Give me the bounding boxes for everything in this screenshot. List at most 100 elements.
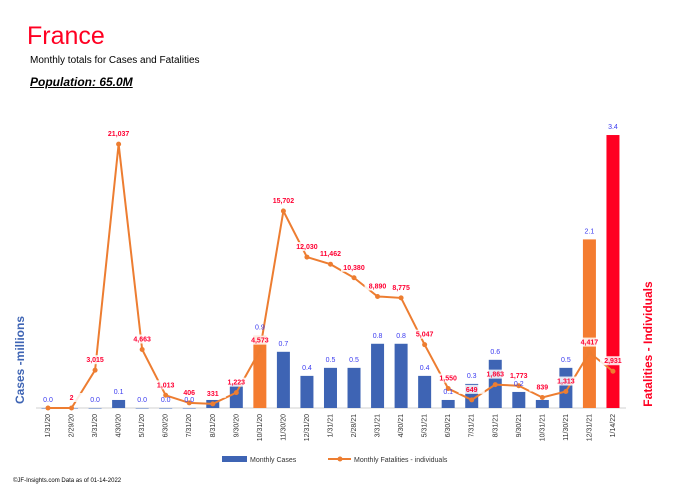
x-tick-label: 7/31/20 — [186, 414, 193, 437]
fatalities-label-bg — [529, 382, 556, 392]
fatalities-point — [280, 208, 286, 214]
right-axis-title: Fatalities - Individuals — [641, 281, 655, 407]
cases-bar — [135, 408, 149, 409]
fatalities-point — [492, 382, 498, 388]
cases-bar — [535, 399, 549, 408]
fatalities-data-label: 649 — [466, 387, 478, 394]
cases-data-label: 0.4 — [420, 365, 430, 372]
fatalities-data-label: 11,462 — [320, 251, 341, 258]
fatalities-label-bg — [388, 282, 415, 292]
x-tick-label: 9/30/21 — [516, 414, 523, 437]
legend-fatalities-label: Monthly Fatalities - individuals — [354, 457, 448, 464]
cases-data-label: 0.8 — [396, 333, 406, 340]
fatalities-label-bg — [105, 129, 132, 139]
fatalities-point — [327, 261, 333, 267]
x-tick-label: 6/30/21 — [445, 414, 452, 437]
x-tick-label: 9/30/20 — [233, 414, 240, 437]
fatalities-data-label: 1,773 — [510, 373, 528, 380]
x-tick-label: 2/29/20 — [69, 414, 76, 437]
cases-data-label: 0.7 — [279, 341, 289, 348]
cases-data-label: 0.0 — [184, 397, 194, 404]
cases-data-label: 0.4 — [302, 365, 312, 372]
cases-bar — [441, 399, 455, 408]
cases-bar — [276, 351, 290, 408]
cases-data-label: 0.1 — [114, 389, 124, 396]
legend-cases-label: Monthly Cases — [250, 457, 297, 464]
fatalities-data-label: 3,015 — [86, 357, 104, 364]
fatalities-label-bg — [482, 369, 509, 379]
fatalities-label-bg — [552, 376, 579, 386]
x-tick-label: 4/30/21 — [398, 414, 405, 437]
legend-fatalities-marker — [337, 456, 343, 462]
fatalities-point — [586, 350, 592, 356]
fatalities-label-bg — [58, 392, 85, 402]
cases-bar — [347, 367, 361, 408]
fatalities-data-label: 406 — [183, 390, 195, 397]
fatalities-label-bg — [458, 384, 485, 394]
fatalities-point — [163, 392, 169, 398]
left-axis-title: Cases -millions — [13, 316, 27, 404]
cases-data-label: 0.9 — [255, 325, 265, 332]
cases-bar — [512, 391, 526, 408]
fatalities-data-label: 12,030 — [296, 244, 318, 251]
fatalities-data-label: 2 — [70, 395, 74, 402]
fatalities-label-bg — [317, 249, 344, 259]
fatalities-label-bg — [341, 262, 368, 272]
fatalities-point — [45, 405, 51, 411]
fatalities-point — [398, 295, 404, 301]
cases-data-label: 0.0 — [43, 397, 53, 404]
cases-bar — [323, 367, 337, 408]
fatalities-data-label: 1,223 — [228, 380, 246, 387]
fatalities-data-label: 331 — [207, 391, 219, 398]
fatalities-data-label: 5,047 — [416, 332, 434, 339]
fatalities-point — [304, 254, 310, 260]
fatalities-data-label: 1,863 — [486, 372, 504, 379]
fatalities-point — [186, 400, 192, 406]
fatalities-label-bg — [270, 196, 297, 206]
fatalities-point — [563, 389, 569, 395]
cases-data-label: 3.4 — [608, 124, 618, 131]
fatalities-label-bg — [199, 388, 226, 398]
fatalities-label-bg — [152, 380, 179, 390]
x-tick-label: 3/31/20 — [92, 414, 99, 437]
fatalities-point — [351, 275, 357, 281]
cases-bar — [394, 343, 408, 408]
cases-data-label: 0.5 — [326, 357, 336, 364]
cases-data-label: 0.0 — [90, 397, 100, 404]
cases-bar — [300, 375, 314, 408]
fatalities-label-bg — [435, 373, 462, 383]
fatalities-label-bg — [364, 281, 391, 291]
fatalities-label-bg — [223, 377, 250, 387]
fatalities-label-bg — [82, 355, 109, 365]
fatalities-data-label: 1,550 — [439, 376, 457, 383]
fatalities-point — [139, 347, 145, 353]
x-tick-label: 11/30/21 — [563, 414, 570, 441]
x-tick-label: 5/31/20 — [139, 414, 146, 437]
cases-bar — [229, 383, 243, 408]
x-tick-label: 5/31/21 — [422, 414, 429, 437]
x-tick-label: 10/31/20 — [257, 414, 264, 441]
fatalities-label-bg — [129, 334, 156, 344]
cases-bar — [159, 408, 173, 409]
fatalities-data-label: 1,013 — [157, 382, 175, 389]
chart-subtitle: Monthly totals for Cases and Fatalities — [30, 55, 200, 66]
fatalities-point — [610, 368, 616, 374]
fatalities-data-label: 2,931 — [604, 358, 622, 365]
fatalities-data-label: 21,037 — [108, 131, 130, 138]
fatalities-data-label: 4,417 — [581, 340, 599, 347]
fatalities-label-bg — [576, 337, 603, 347]
fatalities-data-label: 1,313 — [557, 379, 575, 386]
fatalities-point — [539, 394, 545, 400]
x-tick-label: 11/30/20 — [280, 414, 287, 441]
fatalities-data-label: 8,775 — [392, 285, 410, 292]
fatalities-data-label: 10,380 — [343, 265, 365, 272]
fatalities-data-label: 839 — [536, 384, 548, 391]
x-tick-label: 1/31/21 — [327, 414, 334, 437]
fatalities-point — [233, 390, 239, 396]
cases-data-label: 0.8 — [373, 333, 383, 340]
fatalities-label-bg — [505, 370, 532, 380]
x-tick-label: 7/31/21 — [469, 414, 476, 437]
x-tick-label: 4/30/20 — [116, 414, 123, 437]
fatalities-label-bg — [411, 329, 438, 339]
